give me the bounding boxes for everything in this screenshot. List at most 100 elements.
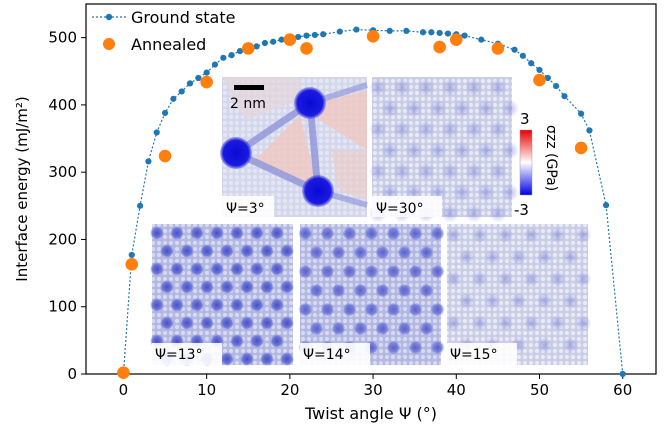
plot-frame bbox=[85, 3, 657, 375]
y-tick-label: 500 bbox=[48, 29, 77, 47]
stress-spot bbox=[417, 162, 435, 181]
legend-annealed-label: Annealed bbox=[131, 35, 206, 54]
stress-spot bbox=[210, 298, 224, 312]
stress-spot bbox=[353, 245, 368, 260]
annealed-point bbox=[449, 33, 463, 46]
stress-spot bbox=[240, 316, 254, 330]
stress-spot bbox=[536, 249, 553, 265]
scale-bar bbox=[234, 85, 264, 90]
stress-spot bbox=[353, 283, 368, 298]
stress-spot bbox=[250, 226, 264, 240]
stress-spot bbox=[170, 226, 184, 240]
legend-annealed-marker bbox=[103, 38, 115, 50]
ground-state-point bbox=[403, 27, 410, 35]
inset-label: Ψ=3° bbox=[226, 201, 265, 217]
stress-spot bbox=[386, 302, 401, 317]
stress-pattern bbox=[445, 227, 592, 353]
ground-state-point bbox=[153, 129, 160, 136]
annealed-point bbox=[491, 42, 505, 55]
ground-state-point bbox=[253, 43, 260, 50]
stress-spot bbox=[230, 334, 244, 348]
stress-spot bbox=[150, 226, 164, 240]
annealed-point bbox=[200, 75, 213, 89]
ground-state-point bbox=[444, 30, 452, 37]
stress-spot bbox=[270, 226, 284, 240]
stress-spot bbox=[364, 226, 379, 241]
ground-state-point bbox=[336, 28, 343, 35]
stress-spot bbox=[180, 316, 194, 330]
ground-state-point bbox=[178, 88, 185, 95]
stress-spot bbox=[523, 315, 540, 331]
y-axis-ticks: 0 100 200 300 400 500 bbox=[48, 29, 86, 383]
colorbar-min-label: -3 bbox=[514, 201, 529, 219]
stress-spot bbox=[549, 271, 566, 287]
stress-spot bbox=[575, 227, 592, 243]
annealed-point bbox=[574, 141, 588, 155]
y-tick-label: 0 bbox=[67, 365, 77, 383]
stress-spot bbox=[408, 264, 423, 279]
stress-spot bbox=[150, 262, 164, 276]
stress-spot bbox=[510, 249, 527, 265]
stress-spot bbox=[562, 249, 579, 265]
stress-spot bbox=[417, 78, 435, 97]
stress-spot bbox=[369, 78, 387, 97]
x-axis-ticks: 0 10 20 30 40 50 60 bbox=[119, 374, 632, 399]
annealed-point bbox=[283, 33, 297, 46]
colorbar: 3 -3 σzz (GPa) bbox=[514, 110, 559, 219]
stress-spot bbox=[397, 245, 412, 260]
stress-spot bbox=[250, 262, 264, 276]
ground-state-point bbox=[170, 95, 177, 102]
ground-state-point bbox=[353, 26, 360, 33]
stress-spot bbox=[445, 227, 462, 243]
scale-bar-label: 2 nm bbox=[230, 96, 266, 112]
stress-spot bbox=[369, 162, 387, 181]
stress-spot bbox=[523, 271, 540, 287]
ground-state-point bbox=[295, 33, 302, 41]
legend-ground-label: Ground state bbox=[131, 8, 235, 27]
stress-spot bbox=[309, 321, 324, 336]
inset-label: Ψ=30° bbox=[376, 201, 424, 217]
stress-spot bbox=[298, 302, 313, 317]
stress-spot bbox=[280, 316, 294, 330]
x-tick-label: 0 bbox=[119, 381, 129, 399]
ground-state-point bbox=[261, 39, 269, 47]
series-annealed bbox=[117, 29, 588, 379]
stress-spot bbox=[445, 315, 462, 331]
colorbar-gradient bbox=[519, 129, 533, 196]
stress-spot bbox=[220, 280, 234, 294]
stress-spot bbox=[453, 141, 471, 160]
stress-spot bbox=[298, 226, 313, 241]
stress-spot bbox=[200, 316, 214, 330]
stress-spot bbox=[489, 204, 507, 223]
stress-spot bbox=[381, 99, 399, 118]
stress-spot bbox=[240, 352, 254, 366]
stress-spot bbox=[280, 244, 294, 258]
inset-psi-14: Ψ=14° bbox=[298, 224, 445, 365]
stress-spot bbox=[453, 99, 471, 118]
y-tick-label: 200 bbox=[48, 230, 77, 248]
ground-state-point bbox=[320, 31, 327, 38]
ground-state-point bbox=[211, 61, 219, 68]
stress-spot bbox=[441, 162, 459, 181]
stress-spot bbox=[220, 352, 234, 366]
stress-spot bbox=[430, 264, 445, 279]
ground-state-point bbox=[528, 60, 535, 67]
stress-spot bbox=[375, 283, 390, 298]
stress-spot bbox=[465, 162, 483, 181]
stress-spot bbox=[331, 245, 346, 260]
stress-spot bbox=[364, 264, 379, 279]
stress-spot bbox=[210, 262, 224, 276]
stress-spot bbox=[497, 227, 514, 243]
ground-state-point bbox=[278, 36, 285, 43]
ground-state-point bbox=[161, 109, 169, 117]
stress-spot bbox=[280, 352, 294, 366]
stress-spot bbox=[270, 334, 284, 348]
stress-spot bbox=[458, 249, 475, 265]
stress-spot bbox=[489, 120, 507, 139]
annealed-point bbox=[158, 149, 172, 163]
ground-state-point bbox=[553, 82, 560, 90]
stress-spot bbox=[240, 244, 254, 258]
stress-spot bbox=[270, 298, 284, 312]
stress-spot bbox=[375, 245, 390, 260]
stress-spot bbox=[419, 283, 434, 298]
